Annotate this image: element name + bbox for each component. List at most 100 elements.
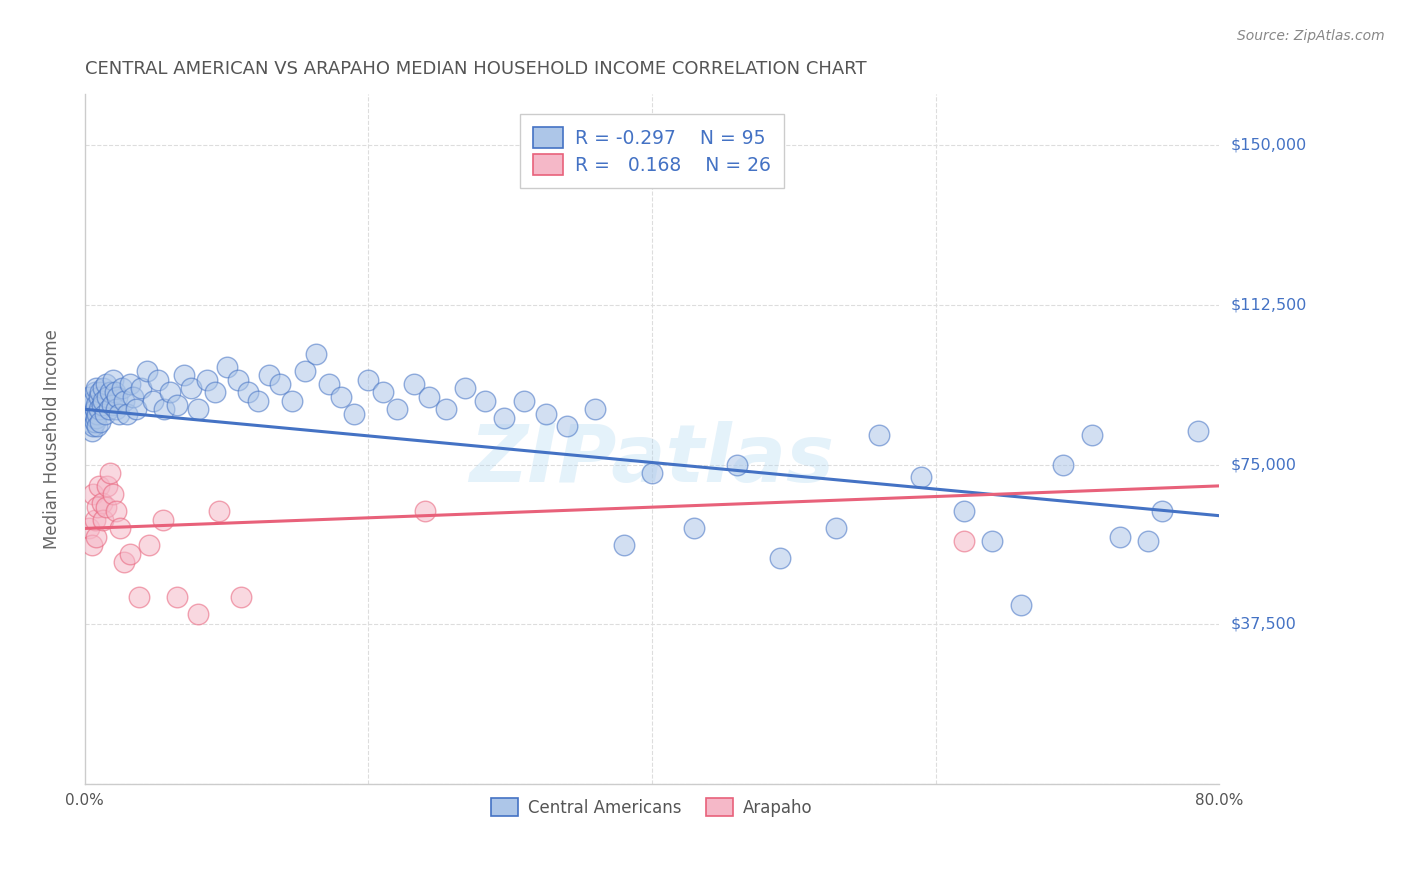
Point	[385, 402, 408, 417]
Point	[583, 402, 606, 417]
Point	[76, 402, 98, 417]
Point	[87, 402, 110, 417]
Point	[90, 496, 112, 510]
Point	[195, 372, 218, 386]
Point	[494, 410, 516, 425]
Point	[87, 479, 110, 493]
Point	[343, 407, 366, 421]
Point	[91, 513, 114, 527]
Legend: Central Americans, Arapaho: Central Americans, Arapaho	[485, 792, 820, 823]
Point	[454, 381, 477, 395]
Point	[77, 521, 100, 535]
Point	[79, 415, 101, 429]
Point	[110, 381, 132, 395]
Point	[86, 500, 108, 515]
Text: ZIPatlas: ZIPatlas	[470, 421, 834, 499]
Text: CENTRAL AMERICAN VS ARAPAHO MEDIAN HOUSEHOLD INCOME CORRELATION CHART: CENTRAL AMERICAN VS ARAPAHO MEDIAN HOUSE…	[84, 60, 866, 78]
Point	[215, 359, 238, 374]
Point	[246, 393, 269, 408]
Point	[330, 390, 353, 404]
Point	[281, 393, 304, 408]
Point	[825, 521, 848, 535]
Point	[474, 393, 496, 408]
Point	[159, 385, 181, 400]
Point	[114, 393, 136, 408]
Point	[953, 504, 976, 518]
Point	[357, 372, 380, 386]
Point	[153, 402, 176, 417]
Point	[434, 402, 457, 417]
Point	[122, 390, 145, 404]
Point	[131, 381, 153, 395]
Point	[513, 393, 536, 408]
Point	[305, 347, 328, 361]
Point	[107, 407, 129, 421]
Point	[93, 407, 115, 421]
Y-axis label: Median Household Income: Median Household Income	[44, 329, 60, 549]
Point	[641, 466, 664, 480]
Point	[136, 364, 159, 378]
Point	[318, 376, 340, 391]
Point	[104, 504, 127, 518]
Point	[152, 513, 174, 527]
Point	[208, 504, 231, 518]
Point	[83, 385, 105, 400]
Point	[83, 415, 105, 429]
Point	[981, 534, 1004, 549]
Point	[229, 590, 252, 604]
Point	[725, 458, 748, 472]
Point	[84, 410, 107, 425]
Point	[1010, 598, 1032, 612]
Point	[91, 393, 114, 408]
Point	[82, 393, 104, 408]
Point	[683, 521, 706, 535]
Point	[613, 538, 636, 552]
Point	[101, 487, 124, 501]
Point	[125, 402, 148, 417]
Point	[166, 398, 188, 412]
Point	[98, 466, 121, 480]
Point	[236, 385, 259, 400]
Point	[128, 590, 150, 604]
Text: $150,000: $150,000	[1230, 138, 1306, 153]
Point	[166, 590, 188, 604]
Text: $112,500: $112,500	[1230, 298, 1306, 312]
Point	[80, 407, 103, 421]
Point	[180, 381, 202, 395]
Point	[87, 390, 110, 404]
Point	[187, 402, 209, 417]
Point	[101, 372, 124, 386]
Point	[371, 385, 394, 400]
Point	[114, 556, 136, 570]
Text: $37,500: $37,500	[1230, 616, 1296, 632]
Point	[187, 607, 209, 621]
Point	[96, 479, 118, 493]
Text: $75,000: $75,000	[1230, 457, 1296, 472]
Point	[1080, 427, 1102, 442]
Point	[294, 364, 316, 378]
Point	[105, 390, 128, 404]
Point	[204, 385, 226, 400]
Point	[953, 534, 976, 549]
Point	[77, 390, 100, 404]
Point	[269, 376, 291, 391]
Point	[82, 410, 104, 425]
Point	[100, 398, 122, 412]
Point	[97, 402, 120, 417]
Point	[84, 381, 107, 395]
Text: Source: ZipAtlas.com: Source: ZipAtlas.com	[1237, 29, 1385, 43]
Point	[86, 407, 108, 421]
Point	[84, 398, 107, 412]
Point	[1137, 534, 1160, 549]
Point	[173, 368, 195, 383]
Point	[120, 547, 142, 561]
Point	[98, 385, 121, 400]
Point	[89, 385, 111, 400]
Point	[91, 381, 114, 395]
Point	[82, 419, 104, 434]
Point	[402, 376, 425, 391]
Point	[80, 424, 103, 438]
Point	[82, 487, 104, 501]
Point	[1109, 530, 1132, 544]
Point	[90, 398, 112, 412]
